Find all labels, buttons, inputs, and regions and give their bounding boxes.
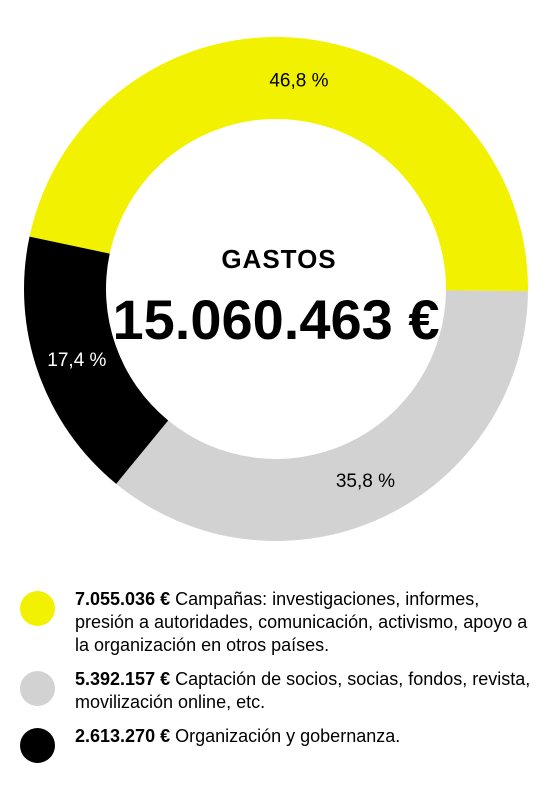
legend-amount: 5.392.157 € [75,669,171,689]
legend-swatch [20,728,55,763]
slice-label-2: 35,8 % [336,471,395,492]
donut-slices [23,36,528,542]
chart-title: GASTOS [221,244,336,274]
slice-label-3: 17,4 % [47,350,106,371]
slice-3 [23,236,169,484]
legend-text: Campañas: investigaciones, informes, pre… [75,589,528,655]
legend: 7.055.036 € Campañas: investigaciones, i… [20,588,540,763]
legend-swatch [20,591,55,626]
legend-item: 7.055.036 € Campañas: investigaciones, i… [20,588,540,657]
legend-text: Organización y gobernanza. [170,726,401,746]
slice-2 [116,290,528,542]
slice-label-1: 46,8 % [269,70,328,91]
chart-total: 15.060.463 € [113,288,440,351]
legend-amount: 7.055.036 € [75,589,171,609]
legend-text: Captación de socios, socias, fondos, rev… [75,669,531,712]
legend-item: 2.613.270 € Organización y gobernanza. [20,725,540,763]
donut-chart: 46,8 % 35,8 % 17,4 % GASTOS 15.060.463 € [23,36,528,542]
slice-labels: 46,8 % 35,8 % 17,4 % [47,70,395,492]
legend-swatch [20,671,55,706]
legend-amount: 2.613.270 € [75,726,171,746]
slice-1 [29,36,528,292]
legend-item: 5.392.157 € Captación de socios, socias,… [20,668,540,714]
